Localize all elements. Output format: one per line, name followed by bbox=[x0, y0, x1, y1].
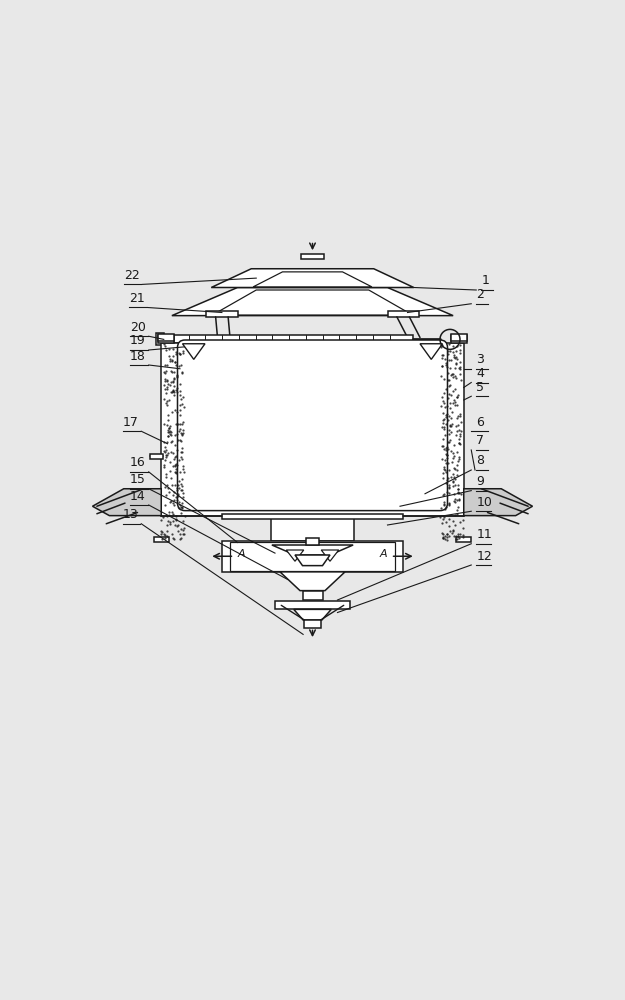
Bar bbox=[222, 541, 403, 572]
Text: 17: 17 bbox=[122, 416, 138, 429]
Text: 8: 8 bbox=[476, 454, 484, 468]
Bar bbox=[456, 537, 471, 542]
Bar bbox=[271, 516, 354, 541]
Text: 2: 2 bbox=[476, 288, 484, 301]
Polygon shape bbox=[92, 489, 161, 516]
Text: 15: 15 bbox=[130, 473, 146, 486]
Bar bbox=[275, 601, 350, 609]
Bar bbox=[451, 334, 467, 341]
Bar bbox=[150, 454, 162, 459]
Text: 11: 11 bbox=[476, 528, 492, 541]
Text: 7: 7 bbox=[476, 434, 484, 448]
Text: A: A bbox=[238, 549, 245, 559]
Bar bbox=[162, 335, 412, 343]
Polygon shape bbox=[294, 609, 331, 620]
Bar bbox=[306, 538, 319, 545]
Text: 12: 12 bbox=[476, 550, 492, 562]
Text: 10: 10 bbox=[476, 496, 492, 509]
Text: 5: 5 bbox=[476, 381, 484, 394]
Text: 22: 22 bbox=[124, 269, 139, 282]
Polygon shape bbox=[295, 555, 330, 566]
Polygon shape bbox=[420, 344, 442, 359]
Text: A: A bbox=[380, 549, 388, 559]
Polygon shape bbox=[253, 272, 372, 287]
Text: 14: 14 bbox=[130, 489, 146, 502]
Bar bbox=[158, 335, 174, 342]
Bar bbox=[301, 254, 324, 259]
Bar bbox=[154, 537, 169, 542]
Text: 16: 16 bbox=[130, 456, 146, 469]
Polygon shape bbox=[272, 545, 353, 555]
Bar bbox=[161, 342, 464, 516]
Text: 13: 13 bbox=[122, 508, 138, 521]
Bar bbox=[156, 333, 164, 345]
Bar bbox=[388, 311, 419, 317]
Polygon shape bbox=[182, 344, 205, 359]
Bar bbox=[304, 620, 321, 628]
Polygon shape bbox=[321, 550, 339, 561]
Bar bbox=[206, 311, 238, 317]
Bar bbox=[302, 591, 322, 600]
Bar bbox=[451, 335, 467, 342]
Text: 9: 9 bbox=[476, 475, 484, 488]
Text: 19: 19 bbox=[130, 334, 146, 348]
Polygon shape bbox=[211, 269, 414, 288]
Text: 4: 4 bbox=[476, 367, 484, 380]
Bar bbox=[158, 334, 174, 341]
Polygon shape bbox=[213, 290, 412, 315]
Polygon shape bbox=[286, 550, 304, 561]
Text: 21: 21 bbox=[129, 292, 144, 305]
Text: 3: 3 bbox=[476, 353, 484, 366]
Text: 18: 18 bbox=[130, 350, 146, 362]
Text: 6: 6 bbox=[476, 416, 484, 429]
Polygon shape bbox=[280, 572, 345, 591]
Bar bbox=[230, 542, 395, 571]
Bar bbox=[222, 514, 403, 519]
Text: 1: 1 bbox=[481, 274, 489, 288]
Text: 20: 20 bbox=[130, 321, 146, 334]
Polygon shape bbox=[464, 489, 532, 516]
Polygon shape bbox=[172, 288, 453, 316]
FancyBboxPatch shape bbox=[177, 340, 448, 511]
